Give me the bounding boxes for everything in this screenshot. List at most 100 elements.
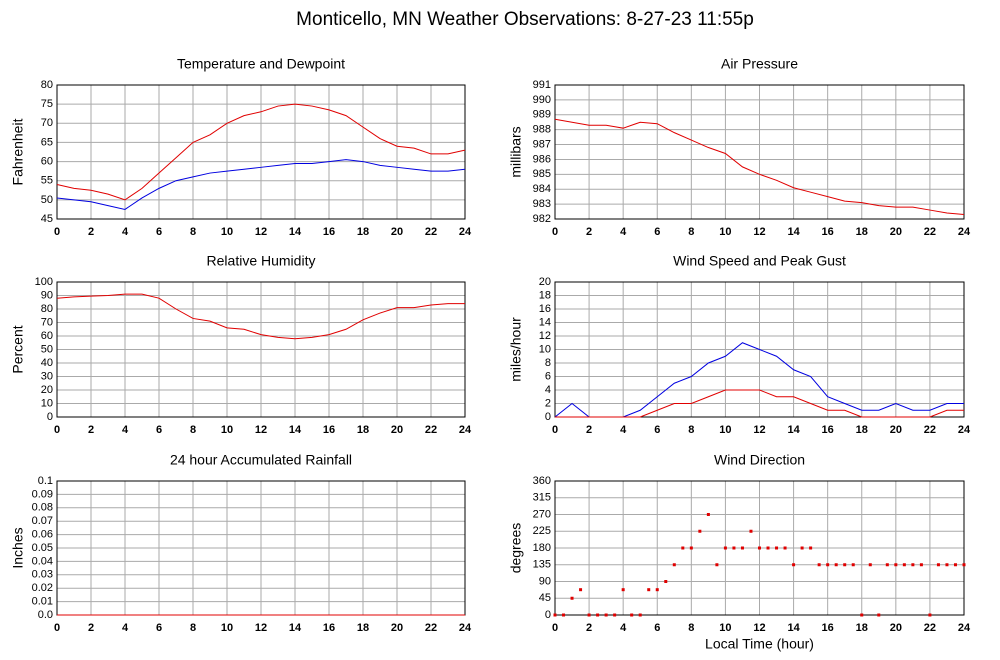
x-tick-label: 14 — [289, 226, 302, 238]
x-tick-label: 18 — [357, 622, 369, 634]
x-tick-label: 24 — [459, 424, 472, 436]
chart-title: Wind Speed and Peak Gust — [673, 253, 846, 269]
x-tick-label: 2 — [88, 424, 94, 436]
x-tick-label: 10 — [719, 226, 731, 238]
y-axis-label: degrees — [508, 523, 524, 574]
y-tick-label: 14 — [539, 316, 551, 328]
data-point — [792, 563, 796, 567]
data-point — [723, 546, 727, 550]
plot-border — [554, 84, 965, 220]
y-tick-label: 10 — [539, 343, 551, 355]
plot-border — [554, 480, 965, 616]
x-tick-label: 10 — [221, 622, 233, 634]
x-tick-label: 4 — [122, 226, 129, 238]
x-tick-label: 20 — [391, 622, 403, 634]
y-tick-label: 60 — [41, 330, 53, 342]
y-axis-label: Percent — [10, 325, 26, 373]
x-tick-label: 8 — [190, 226, 196, 238]
x-tick-label: 8 — [688, 424, 694, 436]
x-tick-label: 16 — [822, 622, 834, 634]
x-tick-label: 24 — [958, 226, 971, 238]
x-tick-label: 24 — [459, 226, 472, 238]
x-axis-label: Local Time (hour) — [705, 636, 814, 652]
x-tick-label: 2 — [88, 622, 94, 634]
y-tick-label: 6 — [545, 370, 551, 382]
data-point — [596, 613, 600, 617]
data-point — [775, 546, 779, 550]
x-tick-label: 12 — [255, 424, 267, 436]
y-tick-label: 30 — [41, 370, 53, 382]
x-tick-label: 0 — [552, 622, 558, 634]
data-point — [579, 588, 583, 592]
data-point — [613, 613, 617, 617]
data-point — [783, 546, 787, 550]
y-tick-label: 988 — [533, 124, 551, 136]
y-tick-label: 45 — [41, 213, 53, 225]
y-tick-label: 16 — [539, 303, 551, 315]
y-tick-label: 983 — [533, 198, 551, 210]
y-tick-label: 0.0 — [38, 609, 53, 621]
data-point — [919, 563, 923, 567]
x-tick-label: 18 — [856, 226, 868, 238]
page-title: Monticello, MN Weather Observations: 8-2… — [296, 9, 754, 30]
y-tick-label: 0.02 — [32, 582, 53, 594]
x-tick-label: 12 — [255, 226, 267, 238]
x-tick-label: 20 — [890, 424, 902, 436]
x-tick-label: 0 — [552, 424, 558, 436]
y-tick-label: 55 — [41, 175, 53, 187]
data-point — [936, 563, 940, 567]
x-tick-label: 8 — [190, 424, 196, 436]
y-tick-label: 20 — [539, 276, 551, 288]
y-tick-label: 50 — [41, 343, 53, 355]
y-tick-label: 12 — [539, 330, 551, 342]
data-point — [826, 563, 830, 567]
data-point — [706, 513, 710, 516]
chart-title: Air Pressure — [721, 56, 798, 72]
data-point — [766, 546, 770, 550]
x-tick-label: 16 — [822, 424, 834, 436]
x-tick-label: 10 — [221, 226, 233, 238]
x-tick-label: 22 — [425, 226, 437, 238]
x-tick-label: 10 — [221, 424, 233, 436]
x-tick-label: 4 — [122, 622, 129, 634]
x-tick-label: 2 — [586, 226, 592, 238]
y-tick-label: 60 — [41, 155, 53, 167]
x-tick-label: 14 — [787, 226, 800, 238]
y-tick-label: 65 — [41, 136, 53, 148]
x-tick-label: 14 — [787, 622, 800, 634]
y-axis-label: miles/hour — [508, 317, 524, 382]
data-point — [638, 613, 642, 617]
data-point — [800, 546, 804, 550]
x-tick-label: 22 — [425, 424, 437, 436]
data-point — [877, 613, 881, 617]
x-tick-label: 0 — [54, 226, 60, 238]
data-point — [851, 563, 855, 567]
chart-title: Temperature and Dewpoint — [177, 56, 345, 72]
x-tick-label: 16 — [323, 622, 335, 634]
x-tick-label: 6 — [156, 424, 162, 436]
chart-title: 24 hour Accumulated Rainfall — [170, 452, 352, 468]
x-tick-label: 12 — [753, 622, 765, 634]
x-tick-label: 2 — [586, 622, 592, 634]
data-point — [553, 613, 557, 617]
x-tick-label: 12 — [255, 622, 267, 634]
data-line — [56, 293, 465, 340]
data-point — [630, 613, 634, 617]
data-point — [911, 563, 915, 567]
x-tick-label: 0 — [552, 226, 558, 238]
data-point — [885, 563, 889, 567]
data-point — [902, 563, 906, 567]
x-tick-label: 0 — [54, 622, 60, 634]
x-tick-label: 8 — [190, 622, 196, 634]
data-point — [621, 588, 625, 592]
y-tick-label: 90 — [41, 289, 53, 301]
x-tick-label: 6 — [156, 622, 162, 634]
x-tick-label: 4 — [620, 424, 627, 436]
x-tick-label: 6 — [654, 424, 660, 436]
x-tick-label: 6 — [654, 622, 660, 634]
data-line — [555, 389, 964, 418]
y-tick-label: 270 — [533, 508, 551, 520]
x-tick-label: 20 — [890, 622, 902, 634]
y-tick-label: 75 — [41, 98, 53, 110]
